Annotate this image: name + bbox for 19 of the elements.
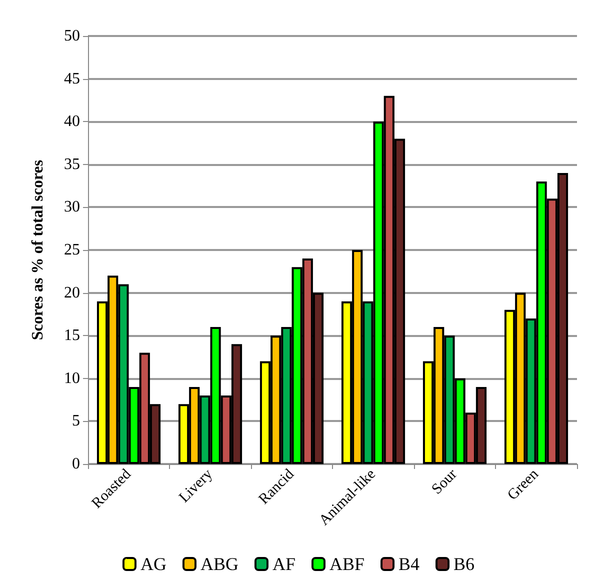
legend-label: B6	[454, 554, 475, 574]
y-tick-label: 50	[64, 28, 80, 44]
y-tick-label: 0	[72, 456, 80, 472]
legend-label: ABG	[200, 554, 238, 574]
y-tick-label: 35	[64, 156, 80, 173]
y-tick-label: 30	[64, 198, 80, 216]
y-axis-title: Scores as % of total scores	[30, 160, 46, 340]
y-tick-label: 5	[72, 412, 80, 430]
y-tick-label: 40	[64, 113, 80, 130]
y-tick-label: 10	[64, 370, 80, 387]
legend-label: ABF	[329, 554, 365, 574]
y-tick-label: 25	[64, 242, 80, 258]
y-tick-label: 20	[64, 284, 80, 302]
legend-label: AF	[272, 554, 296, 574]
legend-label: B4	[398, 554, 420, 574]
y-tick-label: 45	[64, 70, 80, 88]
x-tick-label: Sour	[429, 466, 460, 498]
legend-label: AG	[140, 554, 166, 574]
y-tick-label: 15	[64, 327, 80, 344]
